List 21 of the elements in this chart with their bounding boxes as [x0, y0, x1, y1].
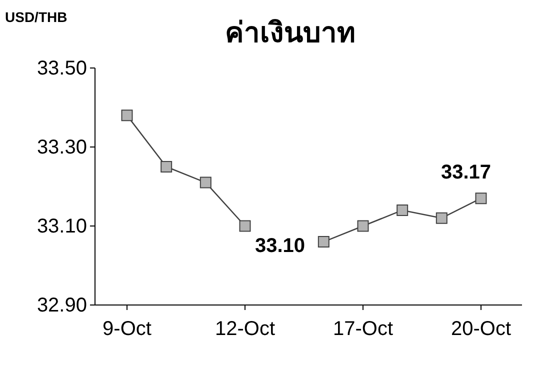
x-tick-label: 20-Oct [450, 318, 512, 340]
x-tick-label: 12-Oct [214, 318, 276, 340]
y-axis-title: USD/THB [5, 9, 68, 25]
y-tick-label: 33.10 [36, 215, 87, 238]
point [475, 192, 487, 204]
point [200, 176, 212, 188]
data-label: 33.10 [255, 235, 306, 257]
y-tick-label: 32.90 [36, 294, 87, 316]
point [318, 236, 330, 248]
data-label: 33.17 [440, 161, 492, 184]
y-tick-label: 33.30 [36, 136, 87, 158]
point [436, 212, 448, 224]
x-tick-label: 9-Oct [102, 318, 152, 340]
x-tick-label: 17-Oct [332, 318, 394, 340]
chart-title: ค่าเงินบาท [225, 17, 355, 48]
point [160, 161, 172, 172]
point [396, 204, 408, 216]
y-tick-label: 33.50 [36, 57, 87, 80]
point [121, 110, 133, 122]
point [239, 220, 251, 232]
point [357, 220, 369, 232]
